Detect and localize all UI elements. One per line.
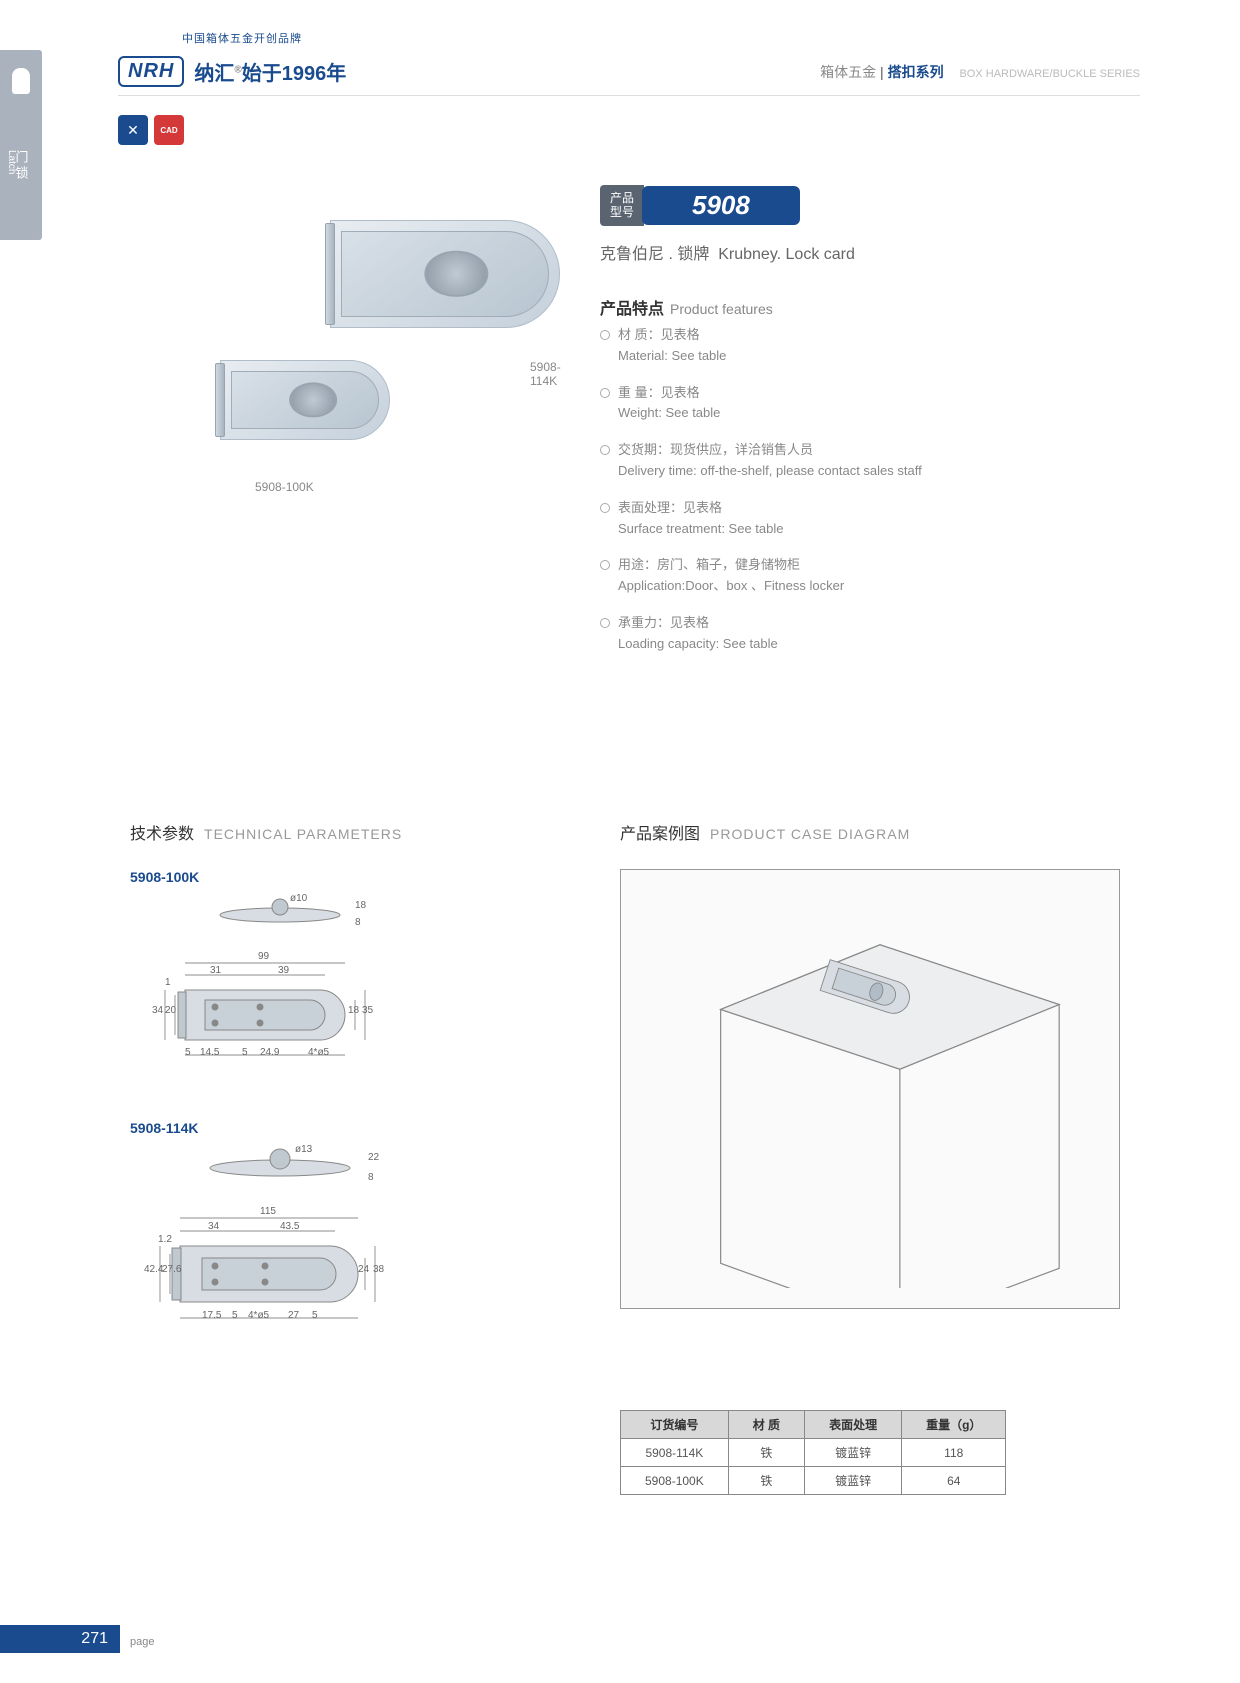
logo-sub: 中国箱体五金开创品牌	[182, 30, 302, 46]
feature-item: 用途：房门、箱子，健身储物柜Application:Door、box 、Fitn…	[600, 555, 1160, 597]
drawing-1-svg	[130, 895, 430, 1095]
table-header: 重量（g）	[902, 1411, 1006, 1439]
features-header: 产品特点Product features	[600, 295, 773, 319]
latch-small	[220, 360, 390, 440]
case-diagram	[620, 869, 1120, 1309]
tech-model-2: 5908-114K	[130, 1120, 430, 1136]
feature-item: 交货期：现货供应，详洽销售人员Delivery time: off-the-sh…	[600, 440, 1160, 482]
product-image: 5908-114K 5908-100K	[150, 190, 570, 620]
table-header: 材 质	[728, 1411, 804, 1439]
logo: NRH	[118, 56, 184, 87]
product-number: 产品 型号 5908	[600, 185, 800, 226]
pn-label: 产品 型号	[600, 185, 644, 226]
badges: ✕ CAD	[118, 115, 184, 145]
table-row: 5908-114K铁镀蓝锌118	[621, 1439, 1006, 1467]
drawing-2: ø13 22 8 115 34 43.5 1.2 42.4 27.6 17.5 …	[130, 1146, 430, 1346]
img-label-sm: 5908-100K	[255, 480, 314, 494]
feature-item: 承重力：见表格Loading capacity: See table	[600, 613, 1160, 655]
drawing-1: ø10 18 8 99 31 39 1 34 20 5 14.5 5 24.9 …	[130, 895, 430, 1095]
table-header: 订货编号	[621, 1411, 729, 1439]
tech-header: 技术参数TECHNICAL PARAMETERS	[130, 820, 430, 844]
img-label-lg: 5908-114K	[530, 360, 570, 388]
product-name: 克鲁伯尼 . 锁牌 Krubney. Lock card	[600, 240, 855, 264]
table-header: 表面处理	[805, 1411, 902, 1439]
case-section: 产品案例图PRODUCT CASE DIAGRAM	[620, 820, 1120, 1309]
cad-badge: CAD	[154, 115, 184, 145]
pn-value: 5908	[642, 186, 800, 225]
tech-model-1: 5908-100K	[130, 869, 430, 885]
logo-cn: 纳汇®始于1996年	[194, 57, 346, 86]
case-header: 产品案例图PRODUCT CASE DIAGRAM	[620, 820, 1120, 844]
feature-item: 表面处理：见表格Surface treatment: See table	[600, 498, 1160, 540]
table-row: 5908-100K铁镀蓝锌64	[621, 1467, 1006, 1495]
header: NRH 纳汇®始于1996年 箱体五金 | 搭扣系列 BOX HARDWARE/…	[118, 48, 1140, 96]
drawing-2-svg	[130, 1146, 430, 1356]
page-number: 271	[0, 1625, 120, 1653]
side-label-en: Latch	[6, 150, 17, 174]
page-label: page	[130, 1636, 154, 1648]
side-tab: 门锁 Latch	[0, 50, 42, 240]
lock-icon	[12, 68, 30, 94]
features-list: 材 质：见表格Material: See table 重 量：见表格Weight:…	[600, 325, 1160, 671]
feature-item: 重 量：见表格Weight: See table	[600, 383, 1160, 425]
spec-table: 订货编号材 质表面处理重量（g） 5908-114K铁镀蓝锌1185908-10…	[620, 1410, 1006, 1495]
feature-item: 材 质：见表格Material: See table	[600, 325, 1160, 367]
tech-section: 技术参数TECHNICAL PARAMETERS 5908-100K ø10 1…	[130, 820, 430, 1356]
tools-icon: ✕	[118, 115, 148, 145]
latch-large	[330, 220, 560, 328]
header-right: 箱体五金 | 搭扣系列 BOX HARDWARE/BUCKLE SERIES	[820, 62, 1140, 82]
case-svg	[641, 890, 1099, 1288]
